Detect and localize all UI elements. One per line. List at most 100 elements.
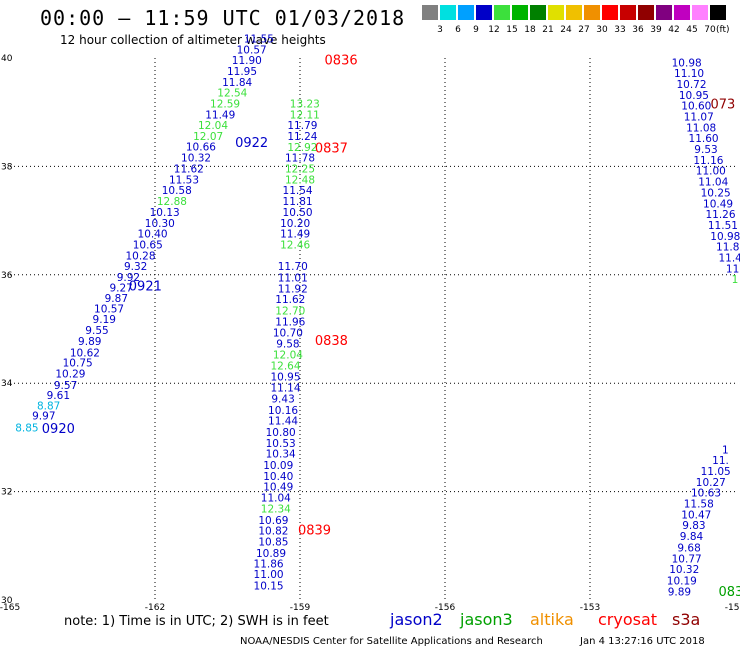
legend-swatch bbox=[530, 5, 546, 20]
wave-height-value: 10.60 bbox=[681, 101, 711, 113]
wave-height-value: 10.63 bbox=[691, 488, 721, 500]
wave-height-value: 10.85 bbox=[258, 536, 288, 548]
wave-height-value: 12.48 bbox=[285, 174, 315, 186]
wave-height-value: 10.40 bbox=[263, 471, 293, 483]
wave-height-value: 11.92 bbox=[278, 283, 308, 295]
wave-height-value: 11.79 bbox=[287, 120, 317, 132]
wave-height-value: 10.49 bbox=[263, 482, 293, 494]
legend-label: 21 bbox=[542, 25, 554, 35]
time-label: 073 bbox=[711, 98, 736, 113]
time-label: 0837 bbox=[315, 141, 348, 156]
wave-height-value: 11.53 bbox=[169, 174, 199, 186]
legend-swatch bbox=[494, 5, 510, 20]
wave-height-value: 9.61 bbox=[47, 390, 70, 402]
wave-height-value: 10.09 bbox=[263, 460, 293, 472]
generated-timestamp: Jan 4 13:27:16 UTC 2018 bbox=[580, 636, 705, 647]
wave-height-value: 11.49 bbox=[205, 109, 235, 121]
legend-swatch bbox=[674, 5, 690, 20]
legend-label: 18 bbox=[524, 25, 536, 35]
legend-swatch bbox=[692, 5, 708, 20]
wave-height-value: 11.08 bbox=[686, 122, 716, 134]
wave-height-value: 9.19 bbox=[93, 314, 116, 326]
wave-height-value: 11.90 bbox=[232, 55, 262, 67]
wave-height-value: 10.72 bbox=[676, 79, 706, 91]
credit-line: NOAA/NESDIS Center for Satellite Applica… bbox=[240, 636, 543, 647]
wave-height-value: 10.49 bbox=[703, 198, 733, 210]
chart-title: 00:00 – 11:59 UTC 01/03/2018 bbox=[40, 6, 406, 30]
wave-height-value: 11.04 bbox=[261, 493, 291, 505]
time-label: 0922 bbox=[235, 136, 268, 151]
wave-height-value: 13.23 bbox=[290, 99, 320, 111]
wave-height-value: 10.82 bbox=[258, 526, 288, 538]
wave-height-value: 11.10 bbox=[674, 68, 704, 80]
wave-height-value: 9.97 bbox=[32, 411, 55, 423]
time-label: 0839 bbox=[298, 524, 331, 539]
legend-label: 36 bbox=[632, 25, 644, 35]
wave-height-value: 10.66 bbox=[186, 141, 216, 153]
wave-height-value: 10.98 bbox=[710, 231, 740, 243]
wave-height-value: 10.19 bbox=[667, 575, 697, 587]
wave-height-value: 11.4 bbox=[718, 252, 740, 264]
wave-height-value: 9.68 bbox=[677, 542, 700, 554]
legend-label: 70 bbox=[704, 25, 716, 35]
legend-label: 30 bbox=[596, 25, 608, 35]
wave-height-value: 10.28 bbox=[125, 250, 155, 262]
wave-height-value: 11.81 bbox=[283, 196, 313, 208]
legend-label: 15 bbox=[506, 25, 518, 35]
wave-height-value: 10.32 bbox=[669, 564, 699, 576]
wave-height-value: 11.00 bbox=[254, 569, 284, 581]
time-label: 0921 bbox=[129, 280, 162, 295]
wave-height-value: 1 bbox=[722, 444, 729, 456]
wave-height-value: 10.57 bbox=[94, 303, 124, 315]
wave-height-value: 12.70 bbox=[275, 306, 305, 318]
wave-height-value: 9.92 bbox=[117, 272, 140, 284]
wave-height-value: 10.30 bbox=[145, 218, 175, 230]
satellite-cryosat: cryosat bbox=[598, 610, 658, 629]
legend-swatch bbox=[422, 5, 438, 20]
wave-height-value: 11.96 bbox=[275, 316, 305, 328]
y-tick-label: 34 bbox=[1, 379, 13, 389]
legend-swatch bbox=[476, 5, 492, 20]
wave-height-value: 10.40 bbox=[138, 229, 168, 241]
y-tick-label: 32 bbox=[1, 488, 12, 498]
wave-height-value: 10.77 bbox=[672, 553, 702, 565]
legend-label: 3 bbox=[437, 25, 443, 35]
wave-height-value: 10.70 bbox=[273, 327, 303, 339]
wave-height-value: 11.62 bbox=[275, 294, 305, 306]
legend-label: 9 bbox=[473, 25, 479, 35]
wave-height-value: 11.60 bbox=[689, 133, 719, 145]
wave-height-value: 12.59 bbox=[210, 99, 240, 111]
wave-height-value: 11.24 bbox=[287, 131, 317, 143]
wave-height-value: 11.84 bbox=[222, 77, 252, 89]
legend-label: 39 bbox=[650, 25, 662, 35]
wave-height-value: 12.04 bbox=[198, 120, 228, 132]
legend-swatch bbox=[440, 5, 456, 20]
wave-height-value: 9.84 bbox=[680, 531, 704, 543]
legend-swatch bbox=[656, 5, 672, 20]
wave-height-value: 10.29 bbox=[55, 368, 85, 380]
x-tick-label: -162 bbox=[145, 603, 165, 613]
wave-height-value: 10.13 bbox=[150, 207, 180, 219]
wave-height-value: 11 bbox=[726, 263, 739, 275]
x-tick-label: -156 bbox=[435, 603, 456, 613]
y-tick-label: 38 bbox=[1, 162, 13, 172]
x-tick-label: -153 bbox=[580, 603, 600, 613]
wave-height-value: 10.62 bbox=[70, 347, 100, 359]
wave-height-value: 10.27 bbox=[696, 477, 726, 489]
legend-swatch bbox=[548, 5, 564, 20]
wave-height-value: 10.32 bbox=[181, 153, 211, 165]
wave-height-value: 11.49 bbox=[280, 229, 310, 241]
x-tick-label: -159 bbox=[290, 603, 311, 613]
wave-height-value: 9.89 bbox=[668, 586, 691, 598]
wave-height-value: 11.04 bbox=[698, 177, 728, 189]
time-label: 0836 bbox=[325, 54, 358, 69]
wave-height-value: 11.8 bbox=[716, 242, 739, 254]
wave-height-value: 10.34 bbox=[266, 449, 296, 461]
wave-height-value: 12.04 bbox=[273, 349, 303, 361]
wave-height-value: 10.57 bbox=[237, 44, 267, 56]
wave-height-value: 12.64 bbox=[270, 360, 300, 372]
wave-height-value: 9.43 bbox=[271, 393, 294, 405]
legend-swatch bbox=[638, 5, 654, 20]
satellite-jason3: jason3 bbox=[460, 610, 513, 629]
